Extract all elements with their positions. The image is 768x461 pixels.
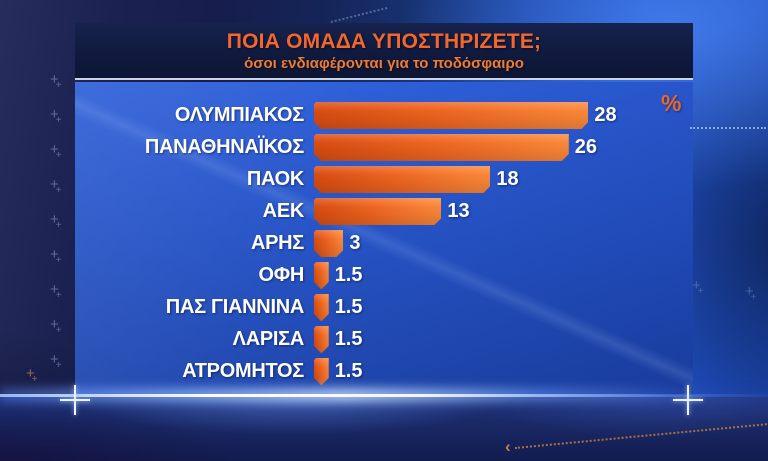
bar-row: ΛΑΡΙΣΑ 1.5 xyxy=(75,326,693,353)
bar xyxy=(314,134,569,161)
plus-icon: ++ xyxy=(692,277,704,297)
bar-label: ΟΦΗ xyxy=(258,264,304,286)
plus-icon: ++ xyxy=(50,106,62,126)
plus-icon: ++ xyxy=(50,71,62,91)
bar-chart-panel: % ΟΛΥΜΠΙΑΚΟΣ 28 ΠΑΝΑΘΗΝΑΪΚΟΣ 26 ΠΑΟΚ 18 ΑΕΚ 13 Α… xyxy=(75,82,693,395)
plus-icon: ++ xyxy=(50,316,62,336)
plus-icon: ++ xyxy=(50,281,62,301)
bar xyxy=(314,326,329,353)
bar-row: ΟΦΗ 1.5 xyxy=(75,262,693,289)
chart-title: ΠΟΙΑ ΟΜΑΔΑ ΥΠΟΣΤΗΡΙΖΕΤΕ; xyxy=(226,29,542,53)
bar-value: 28 xyxy=(594,104,617,126)
plus-icon: ++ xyxy=(50,176,62,196)
plus-icon: ++ xyxy=(26,365,38,385)
bar xyxy=(314,358,329,385)
bar-label: ΑΡΗΣ xyxy=(250,232,304,254)
bar-row: ΑΤΡΟΜΗΤΟΣ 1.5 xyxy=(75,358,693,385)
bar xyxy=(314,198,441,225)
bar-label: ΑΕΚ xyxy=(262,200,305,222)
bar-value: 1.5 xyxy=(334,328,363,350)
bar xyxy=(314,230,343,257)
bar-row: ΠΑΟΚ 18 xyxy=(75,166,693,193)
bar-value: 1.5 xyxy=(334,264,363,286)
bar-rows: ΟΛΥΜΠΙΑΚΟΣ 28 ΠΑΝΑΘΗΝΑΪΚΟΣ 26 ΠΑΟΚ 18 ΑΕΚ 13 ΑΡΗ… xyxy=(75,102,693,390)
footer: ƆPƧN BEYOND alco the pulse of society xyxy=(0,396,768,461)
bar-label: ΑΤΡΟΜΗΤΟΣ xyxy=(182,360,304,382)
bar-label: ΛΑΡΙΣΑ xyxy=(232,328,305,350)
bar-value: 13 xyxy=(447,200,470,222)
bar-label: ΠΑΣ ΓΙΑΝΝΙΝΑ xyxy=(165,296,305,318)
dotted-line-top-icon xyxy=(330,7,388,23)
plus-icon: ++ xyxy=(50,141,62,161)
plus-icon: ++ xyxy=(50,246,62,266)
bar-row: ΠΑΝΑΘΗΝΑΪΚΟΣ 26 xyxy=(75,134,693,161)
bar-label: ΟΛΥΜΠΙΑΚΟΣ xyxy=(174,104,304,126)
bar xyxy=(314,102,588,129)
bar-row: ΟΛΥΜΠΙΑΚΟΣ 28 xyxy=(75,102,693,129)
bar-row: ΑΕΚ 13 xyxy=(75,198,693,225)
bar xyxy=(314,166,490,193)
bar-row: ΠΑΣ ΓΙΑΝΝΙΝΑ 1.5 xyxy=(75,294,693,321)
bar xyxy=(314,294,329,321)
bar-value: 18 xyxy=(496,168,519,190)
light-streak xyxy=(0,394,768,397)
plus-icon: ++ xyxy=(745,283,757,303)
chart-subtitle: όσοι ενδιαφέρονται για το ποδόσφαιρο xyxy=(244,54,524,72)
bar-row: ΑΡΗΣ 3 xyxy=(75,230,693,257)
bar-label: ΠΑΝΑΘΗΝΑΪΚΟΣ xyxy=(144,136,304,158)
bar-value: 1.5 xyxy=(334,296,363,318)
bar-value: 1.5 xyxy=(334,360,363,382)
plus-icon: ++ xyxy=(50,351,62,371)
bar-value: 3 xyxy=(349,232,361,254)
chart-header: ΠΟΙΑ ΟΜΑΔΑ ΥΠΟΣΤΗΡΙΖΕΤΕ; όσοι ενδιαφέρον… xyxy=(75,23,693,80)
bar xyxy=(314,262,329,289)
plus-icon: ++ xyxy=(50,211,62,231)
dotted-line-right-icon xyxy=(690,127,766,129)
bar-label: ΠΑΟΚ xyxy=(246,168,304,190)
bar-value: 26 xyxy=(574,136,598,158)
percent-unit-label: % xyxy=(661,90,682,116)
